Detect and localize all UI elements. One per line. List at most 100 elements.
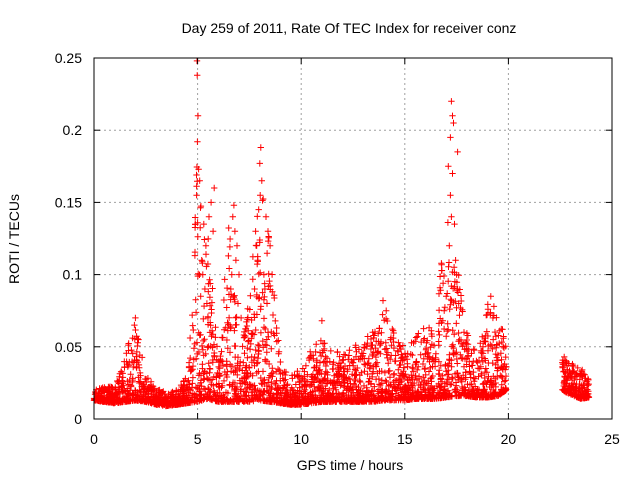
data-point xyxy=(489,314,497,322)
data-point xyxy=(402,371,409,378)
data-point xyxy=(356,377,363,385)
data-point xyxy=(272,380,279,387)
data-point xyxy=(257,192,264,199)
data-point xyxy=(484,306,492,313)
data-point xyxy=(256,387,263,395)
data-point xyxy=(257,144,264,151)
data-point xyxy=(242,325,250,333)
data-point xyxy=(243,362,250,369)
data-point xyxy=(200,337,207,345)
data-point xyxy=(125,347,132,354)
data-point xyxy=(489,345,496,353)
data-point xyxy=(263,349,270,356)
data-point xyxy=(218,334,226,341)
data-point xyxy=(199,258,206,265)
data-point xyxy=(344,380,351,387)
data-point xyxy=(481,355,489,362)
data-point xyxy=(193,171,200,179)
data-point xyxy=(372,353,380,361)
data-point xyxy=(475,386,483,393)
data-point xyxy=(470,368,477,376)
data-point xyxy=(228,383,236,390)
data-point xyxy=(390,329,397,337)
data-point xyxy=(454,386,461,394)
data-point xyxy=(361,355,368,362)
data-point xyxy=(438,261,445,268)
data-point xyxy=(97,388,105,395)
data-point xyxy=(267,390,274,397)
data-point xyxy=(191,248,199,256)
data-point xyxy=(361,368,368,375)
data-point xyxy=(184,384,192,392)
data-point xyxy=(449,327,456,334)
data-point xyxy=(231,342,238,350)
grid xyxy=(94,58,612,419)
data-point xyxy=(254,213,261,220)
data-point xyxy=(448,297,455,304)
data-point xyxy=(248,353,255,361)
data-point xyxy=(382,315,390,323)
data-point xyxy=(208,306,215,313)
data-point xyxy=(498,364,505,371)
data-point xyxy=(309,374,316,381)
data-point xyxy=(363,343,370,350)
data-point xyxy=(424,350,431,357)
data-point xyxy=(137,378,144,386)
data-point xyxy=(337,359,345,367)
data-point xyxy=(571,369,578,376)
data-point xyxy=(399,342,407,349)
data-point xyxy=(244,316,251,323)
data-point xyxy=(390,371,397,379)
data-point xyxy=(231,327,238,334)
data-point xyxy=(249,372,256,379)
data-point xyxy=(269,311,277,319)
data-point xyxy=(273,385,281,392)
data-point xyxy=(438,267,445,274)
data-point xyxy=(457,292,465,299)
data-point xyxy=(254,257,261,264)
data-point xyxy=(321,376,329,383)
data-point xyxy=(447,296,454,303)
axis-ticks xyxy=(93,57,613,420)
data-point xyxy=(447,392,454,400)
data-point xyxy=(156,401,163,408)
x-tick-label: 25 xyxy=(604,431,620,447)
data-point xyxy=(325,393,332,400)
data-point xyxy=(436,331,443,339)
data-point xyxy=(206,294,214,301)
data-point xyxy=(443,333,450,340)
data-point xyxy=(288,372,296,379)
data-point xyxy=(376,341,384,349)
data-point xyxy=(234,371,241,379)
data-point xyxy=(209,356,216,364)
data-point xyxy=(447,301,454,308)
data-point xyxy=(301,386,309,394)
data-point xyxy=(201,368,208,375)
data-point xyxy=(313,399,320,406)
data-point xyxy=(258,177,265,184)
data-point xyxy=(273,338,280,345)
data-point xyxy=(300,388,308,395)
data-point xyxy=(319,340,327,347)
data-point xyxy=(346,347,353,354)
data-point xyxy=(192,214,199,221)
data-point xyxy=(273,368,280,375)
data-point xyxy=(376,397,383,404)
data-point xyxy=(450,344,457,352)
data-point xyxy=(228,271,235,278)
data-point xyxy=(373,359,381,366)
data-point xyxy=(480,380,487,387)
data-point xyxy=(455,329,462,337)
data-point xyxy=(187,397,195,404)
data-point xyxy=(470,374,477,382)
data-point xyxy=(251,392,259,399)
data-point xyxy=(490,303,498,310)
data-point xyxy=(206,329,214,336)
data-point xyxy=(294,387,301,394)
data-point xyxy=(381,396,389,404)
data-point xyxy=(275,337,282,344)
data-point xyxy=(199,361,206,368)
data-point xyxy=(225,314,233,321)
data-point xyxy=(240,359,247,366)
data-point xyxy=(386,374,394,381)
